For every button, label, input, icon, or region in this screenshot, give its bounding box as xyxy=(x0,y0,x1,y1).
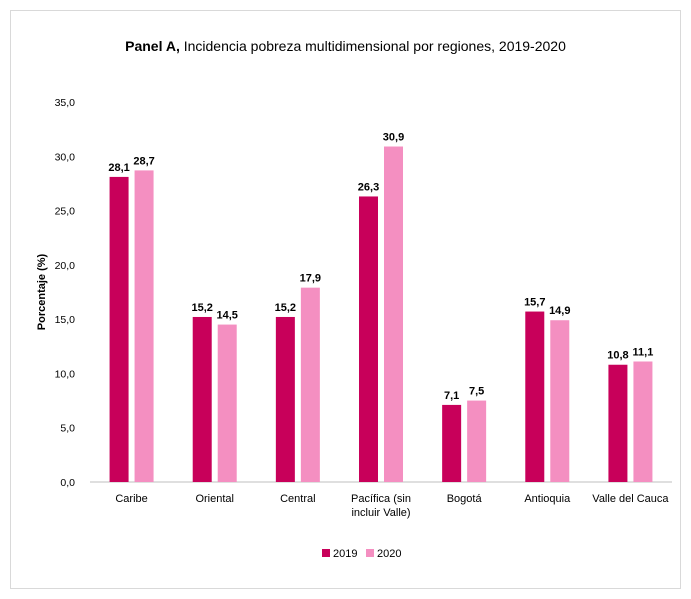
data-label-2019: 26,3 xyxy=(358,181,379,193)
data-label-2020: 28,7 xyxy=(133,155,154,167)
bar-2019 xyxy=(525,311,545,482)
x-category-label: incluir Valle) xyxy=(351,507,410,519)
data-label-2020: 11,1 xyxy=(633,346,654,358)
bar-2019 xyxy=(192,316,212,482)
data-label-2019: 7,1 xyxy=(444,390,459,402)
data-label-2020: 14,5 xyxy=(217,310,238,322)
x-category-label: Oriental xyxy=(195,493,234,505)
x-category-label: Caribe xyxy=(115,493,147,505)
y-axis-label: Porcentaje (%) xyxy=(36,253,48,330)
y-tick-label: 35,0 xyxy=(55,97,76,109)
data-label-2019: 15,2 xyxy=(275,302,296,314)
legend-swatch-2020 xyxy=(366,549,374,557)
y-tick-label: 5,0 xyxy=(60,423,75,435)
bar-2019 xyxy=(275,316,295,482)
chart-title: Panel A, Incidencia pobreza multidimensi… xyxy=(0,38,691,54)
bar-2020 xyxy=(633,361,653,482)
x-category-label: Central xyxy=(280,493,315,505)
y-tick-label: 20,0 xyxy=(55,260,76,272)
data-label-2020: 17,9 xyxy=(300,273,321,285)
y-tick-label: 15,0 xyxy=(55,314,76,326)
data-label-2020: 30,9 xyxy=(383,132,404,144)
data-label-2019: 15,2 xyxy=(192,302,213,314)
data-label-2019: 15,7 xyxy=(524,297,545,309)
x-category-label: Valle del Cauca xyxy=(592,493,669,505)
bar-2020 xyxy=(300,287,320,482)
y-tick-label: 25,0 xyxy=(55,206,76,218)
bar-2019 xyxy=(109,176,129,482)
y-tick-label: 10,0 xyxy=(55,368,76,380)
bar-2019 xyxy=(359,196,378,482)
legend-label-2019: 2019 xyxy=(333,548,357,560)
legend-label-2020: 2020 xyxy=(377,548,401,560)
x-category-label: Bogotá xyxy=(447,493,483,505)
chart-title-bold: Panel A, xyxy=(125,38,180,54)
bar-2019 xyxy=(608,364,628,482)
bar-2020 xyxy=(217,324,237,482)
y-tick-label: 0,0 xyxy=(60,477,75,489)
bar-2020 xyxy=(550,320,570,482)
x-category-label: Antioquia xyxy=(524,493,571,505)
bar-2020 xyxy=(467,400,487,482)
chart-title-text: Incidencia pobreza multidimensional por … xyxy=(179,38,566,54)
bar-2019 xyxy=(442,404,462,482)
legend-swatch-2019 xyxy=(322,549,330,557)
x-category-label: Pacífica (sin xyxy=(351,493,411,505)
data-label-2020: 7,5 xyxy=(469,386,484,398)
data-label-2019: 28,1 xyxy=(108,162,129,174)
data-label-2019: 10,8 xyxy=(607,350,628,362)
y-tick-label: 30,0 xyxy=(55,151,76,163)
data-label-2020: 14,9 xyxy=(549,305,570,317)
bar-2020 xyxy=(134,170,154,482)
bar-2020 xyxy=(384,146,403,482)
